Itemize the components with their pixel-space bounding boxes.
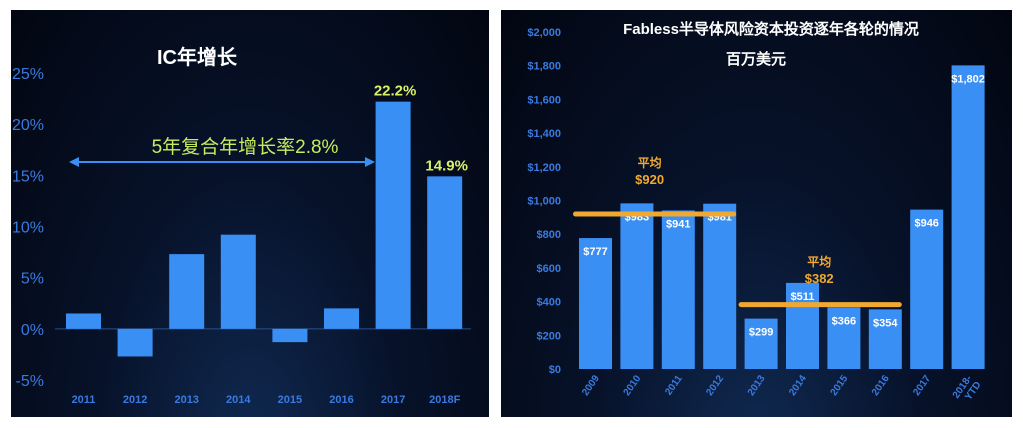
y-tick-label: $2,000 (527, 27, 561, 39)
x-tick-label: 2010 (622, 373, 644, 398)
x-tick-label-line: 2013 (746, 373, 768, 398)
bar (661, 210, 695, 369)
y-tick-label: $800 (537, 229, 561, 241)
x-tick-label-line: 2015 (829, 373, 851, 398)
x-tick-label: 2017 (911, 373, 933, 398)
y-tick-label: $1,200 (527, 162, 561, 174)
ic-growth-chart-panel: IC年增长 25% 20% 15% 10% 5% 0% -5% 2011 2012 2013 20… (11, 10, 489, 417)
bar (579, 238, 612, 369)
average-label: 平均 (807, 254, 831, 269)
y-tick-label: 20% (12, 117, 44, 134)
bar (786, 282, 819, 369)
bar (117, 328, 153, 357)
y-tick-label: 10% (12, 220, 44, 237)
x-tick-label-line: 2010 (622, 373, 644, 398)
x-tick-label: 2018F (429, 394, 460, 406)
y-tick-label: $1,800 (527, 61, 561, 73)
x-tick-label-line: 2009 (580, 373, 602, 398)
y-tick-label: 0% (21, 322, 44, 339)
chart-title: Fabless半导体风险资本投资逐年各轮的情况 (623, 20, 919, 38)
x-tick-label: 2013 (174, 394, 198, 406)
data-label: $941 (666, 218, 690, 230)
y-tick-label: $1,400 (527, 128, 561, 140)
ic-growth-chart: IC年增长 25% 20% 15% 10% 5% 0% -5% 2011 2012 2013 20… (12, 45, 471, 406)
x-tick-label: 2016 (870, 373, 892, 398)
bar (868, 309, 902, 369)
bar (169, 254, 205, 329)
bar (272, 328, 308, 343)
arrow-left-icon (69, 157, 79, 167)
y-tick-label: $600 (537, 263, 561, 275)
y-tick-label: $200 (537, 330, 561, 342)
bar (744, 318, 778, 369)
x-tick-label: 2017 (381, 394, 405, 406)
average-value: $382 (805, 271, 834, 286)
x-tick-label-line: 2016 (870, 373, 892, 398)
fabless-vc-chart: Fabless半导体风险资本投资逐年各轮的情况 百万美元 $0 $200 $400 $… (527, 20, 985, 407)
data-label: 22.2% (374, 83, 417, 100)
bar (910, 209, 944, 369)
y-tick-label: $1,600 (527, 94, 561, 106)
bar (220, 234, 256, 329)
data-label: $354 (873, 317, 898, 329)
data-label: 14.9% (425, 157, 468, 174)
y-tick-label: $400 (537, 297, 561, 309)
x-tick-label: 2009 (580, 373, 602, 398)
bar (324, 308, 359, 329)
x-tick-label: 2015 (278, 394, 302, 406)
x-tick-label: 2018-YTD (951, 373, 984, 407)
x-tick-label: 2011 (663, 373, 685, 397)
fabless-vc-chart-panel: Fabless半导体风险资本投资逐年各轮的情况 百万美元 $0 $200 $400 $… (501, 10, 1012, 417)
data-label: $777 (583, 246, 607, 258)
chart-title: IC年增长 (157, 45, 238, 69)
bar (375, 101, 411, 329)
x-tick-label: 2014 (787, 373, 809, 398)
data-label: $946 (914, 218, 938, 230)
x-tick-label-line: 2014 (787, 373, 809, 398)
y-tick-label: $0 (549, 364, 561, 376)
bar (951, 65, 985, 369)
y-tick-label: $1,000 (527, 196, 561, 208)
cagr-annotation: 5年复合年增长率2.8% (152, 136, 339, 158)
average-label: 平均 (638, 155, 662, 170)
x-tick-label: 2013 (746, 373, 768, 398)
x-tick-label: 2011 (72, 394, 96, 406)
y-tick-label: 15% (12, 168, 44, 185)
y-tick-label: 5% (21, 271, 44, 288)
bar (827, 307, 861, 369)
x-tick-label: 2012 (704, 373, 726, 398)
y-tick-label: 25% (12, 66, 44, 83)
bar (703, 203, 737, 369)
bar (66, 313, 101, 329)
x-tick-label: 2012 (123, 394, 147, 406)
bar (427, 176, 463, 329)
data-label: $299 (749, 327, 773, 339)
bar (620, 203, 654, 369)
x-tick-label: 2014 (226, 394, 251, 406)
x-tick-label-line: 2012 (704, 373, 726, 398)
x-tick-label-line: 2011 (663, 373, 685, 397)
data-label: $366 (832, 315, 856, 327)
average-value: $920 (635, 172, 664, 187)
y-tick-label: -5% (16, 373, 44, 390)
chart-subtitle: 百万美元 (726, 50, 786, 68)
x-tick-label-line: 2017 (911, 373, 933, 398)
arrow-right-icon (365, 157, 375, 167)
x-tick-label: 2015 (829, 373, 851, 398)
data-label: $511 (791, 291, 815, 303)
data-label: $1,802 (951, 73, 985, 85)
x-tick-label: 2016 (329, 394, 353, 406)
